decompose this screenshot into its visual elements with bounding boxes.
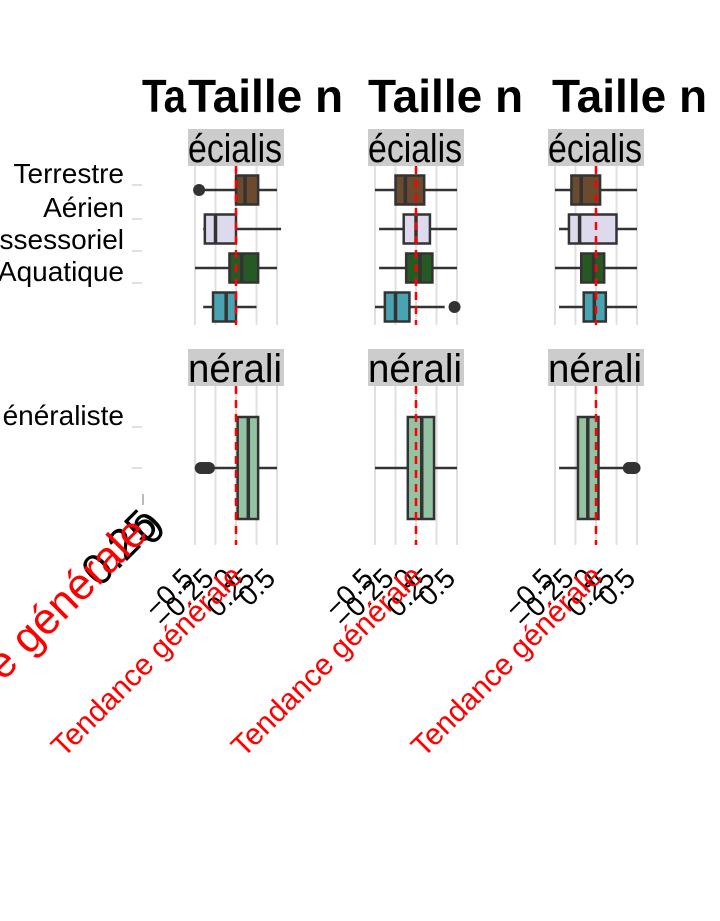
box-0-s-1 (203, 213, 238, 245)
outlier-2-g-0-3 (628, 462, 641, 474)
y-label-3: Aquatique (0, 256, 124, 287)
strip-layer: écialis nérali écialis nérali écialis nérali (188, 127, 644, 391)
box-0-s-2 (228, 252, 260, 284)
box-0-s-0 (234, 174, 260, 206)
strip-label-1-0: écialis (368, 127, 462, 171)
strip-bg-1-0 (368, 129, 464, 166)
panel-title-0: Ta (142, 70, 186, 122)
box-2-s-1 (567, 213, 618, 245)
grid-layer (194, 166, 638, 545)
y-label-generalist: énéraliste (3, 400, 124, 431)
reference-layer (234, 166, 598, 545)
strip-bg-1-1 (368, 349, 464, 386)
strip-label-2-1: nérali (548, 347, 642, 391)
panel-title-1: Taille n (188, 70, 343, 122)
box-1-s-0 (394, 174, 426, 206)
strip-bg-0-1 (188, 349, 284, 386)
strip-bg-0-0 (188, 129, 284, 166)
strip-label-2-0: écialis (548, 127, 642, 171)
strip-label-0-0: écialis (188, 127, 282, 171)
panel-title-3: Taille n (552, 70, 707, 122)
panel-title-2: Taille n (368, 70, 523, 122)
outlier-1-s-3-0 (448, 301, 461, 313)
outlier-0-g-0-4 (202, 462, 215, 474)
title-layer: Ta Taille n Taille n Taille n (142, 70, 707, 122)
strip-bg-2-0 (548, 129, 644, 166)
y-label-2: essessoriel (0, 224, 124, 255)
strip-bg-2-1 (548, 349, 644, 386)
strip-label-1-1: nérali (368, 347, 462, 391)
y-label-1: Aérien (43, 192, 124, 223)
y-label-0: Terrestre (14, 158, 124, 189)
strip-label-0-1: nérali (188, 347, 282, 391)
outlier-0-s-0-0 (193, 184, 206, 196)
